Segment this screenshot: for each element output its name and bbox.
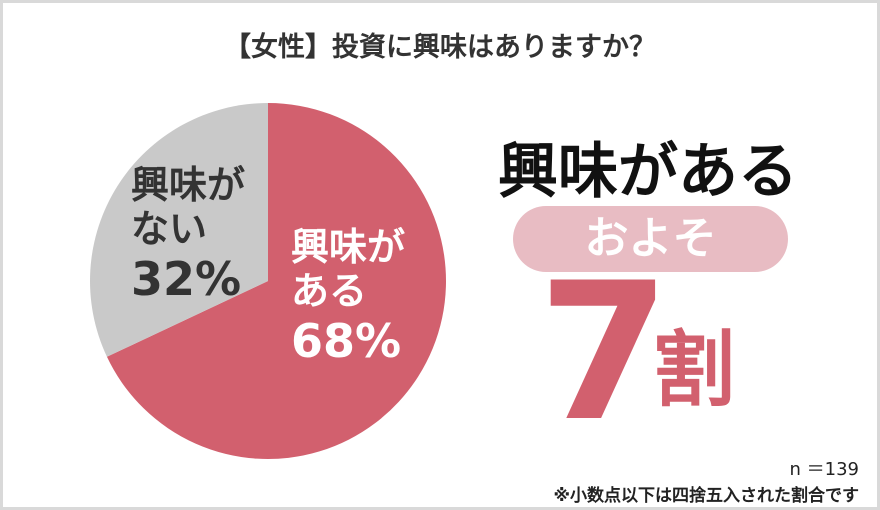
category-label: 興味がない bbox=[131, 163, 246, 251]
slice-label: 興味がない 32% bbox=[131, 163, 256, 307]
figure-unit: 割 bbox=[653, 323, 736, 418]
category-label: 興味がある bbox=[291, 225, 406, 313]
slice-label: 興味がある 68% bbox=[291, 225, 416, 369]
badge: およそ bbox=[513, 206, 788, 272]
pie-chart bbox=[89, 103, 446, 459]
value-label: 68% bbox=[291, 314, 402, 368]
figure: 7 bbox=[538, 242, 671, 463]
sample-size: n ＝139 bbox=[789, 459, 860, 480]
footnote: ※小数点以下は四捨五入された割合です bbox=[553, 486, 859, 506]
chart-title: 【女性】投資に興味はありますか？ bbox=[224, 32, 656, 63]
pie-slice bbox=[89, 103, 268, 357]
headline: 興味がある bbox=[498, 137, 798, 207]
value-label: 32% bbox=[131, 252, 242, 306]
pie-slice bbox=[106, 103, 446, 459]
